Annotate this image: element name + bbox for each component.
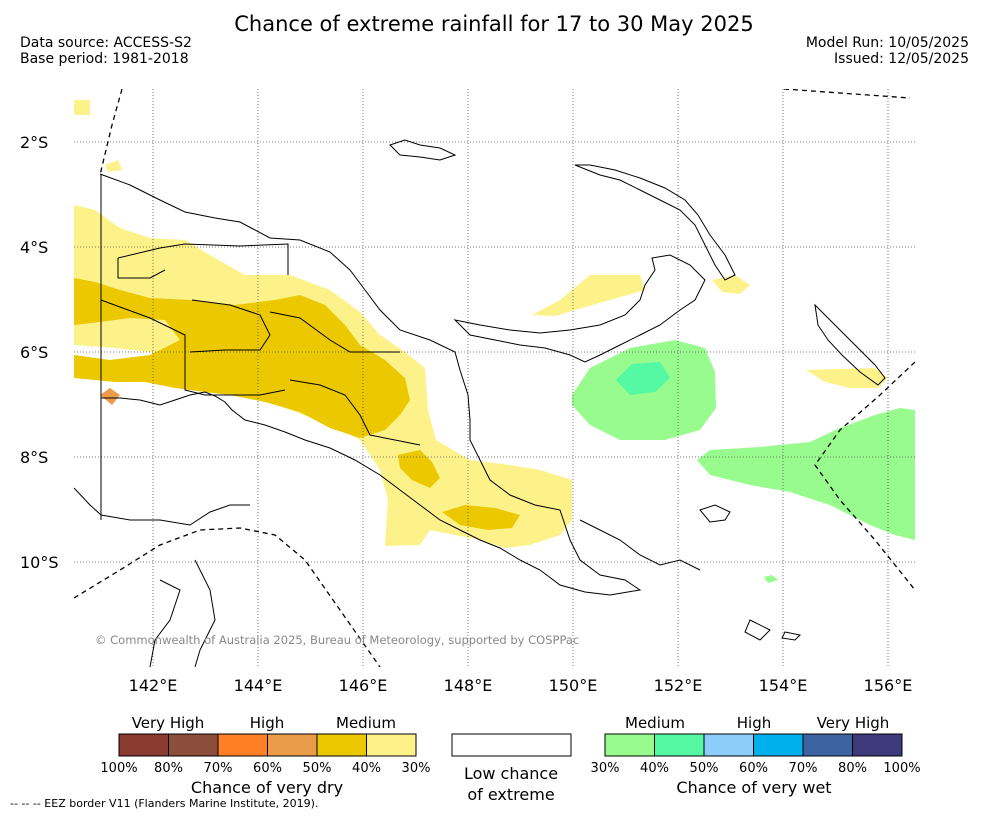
dry-medium-light-nb xyxy=(712,275,750,294)
legend-dry-tick-label: 100% xyxy=(100,761,137,776)
legend-wet-swatch xyxy=(654,733,705,757)
legend-low-swatch xyxy=(451,733,572,757)
legend-wet-swatch xyxy=(703,733,754,757)
coastlines xyxy=(74,139,886,667)
legend-dry-tick-label: 50% xyxy=(303,761,332,776)
legend-dry-tick-label: 80% xyxy=(154,761,183,776)
dry-high-region xyxy=(100,388,120,405)
model-run: Model Run: 10/05/2025 xyxy=(805,35,969,51)
dry-medium-light-bougainville xyxy=(806,368,888,388)
copyright-notice: © Commonwealth of Australia 2025, Bureau… xyxy=(95,633,580,647)
lon-label: 144°E xyxy=(234,676,283,695)
lon-label: 148°E xyxy=(444,676,493,695)
eez-borders xyxy=(74,89,915,667)
lon-label: 142°E xyxy=(129,676,178,695)
legend-dry-swatch xyxy=(267,733,318,757)
legend-dry-tick-label: 60% xyxy=(253,761,282,776)
lat-label: 2°S xyxy=(20,133,48,152)
legend-dry-header: Very High xyxy=(132,714,205,732)
legend-dry: Very High High Medium 100% 80% 70% 60% 50% 40… xyxy=(100,714,430,797)
legend-dry-swatch xyxy=(217,733,268,757)
legend-dry-swatch xyxy=(366,733,417,757)
lon-label: 146°E xyxy=(339,676,388,695)
legend-low-caption-2: of extreme xyxy=(467,785,554,804)
legend-dry-header: High xyxy=(250,714,284,732)
legend-wet-tick-label: 80% xyxy=(838,761,867,776)
latitude-axis: 2°S 4°S 6°S 8°S 10°S xyxy=(20,133,59,572)
wet-medium-dot xyxy=(764,575,778,583)
dry-medium-dark-south xyxy=(398,450,440,488)
legend-dry-tick-label: 40% xyxy=(352,761,381,776)
legend-wet-tick-label: 30% xyxy=(591,761,620,776)
legend-dry-header: Medium xyxy=(336,714,396,732)
eez-footnote: -- -- -- EEZ border V11 (Flanders Marine… xyxy=(10,797,319,810)
legend-wet-caption: Chance of very wet xyxy=(676,778,831,797)
legend-wet-swatch xyxy=(852,733,903,757)
map-title: Chance of extreme rainfall for 17 to 30 … xyxy=(234,12,754,36)
gridlines xyxy=(74,89,915,667)
longitude-axis: 142°E 144°E 146°E 148°E 150°E 152°E 154°… xyxy=(129,676,913,695)
dry-medium-light-bismarck xyxy=(532,275,645,316)
legend-low-caption-1: Low chance xyxy=(464,764,558,783)
lat-label: 10°S xyxy=(20,553,59,572)
dry-medium-dark-region xyxy=(74,278,410,438)
lat-label: 6°S xyxy=(20,343,48,362)
issued-date: Issued: 12/05/2025 xyxy=(834,51,969,67)
legend-dry-swatch xyxy=(316,733,367,757)
legend-wet-header: Very High xyxy=(817,714,890,732)
legend-low: Low chance of extreme xyxy=(451,733,572,804)
legend-dry-caption: Chance of very dry xyxy=(191,778,343,797)
legend-wet: Medium High Very High 30% 40% 50% 60% 70% 80%… xyxy=(591,714,921,797)
legend-wet-tick-label: 70% xyxy=(789,761,818,776)
legend-wet-swatch xyxy=(604,733,655,757)
dry-medium-light-small xyxy=(105,160,122,172)
lon-label: 152°E xyxy=(654,676,703,695)
legend-wet-header: Medium xyxy=(625,714,685,732)
legend-dry-tick-label: 70% xyxy=(204,761,233,776)
wet-medium-east-region xyxy=(697,408,915,540)
dry-medium-dark-south2 xyxy=(442,505,520,530)
lon-label: 156°E xyxy=(864,676,913,695)
legend-dry-swatch xyxy=(168,733,219,757)
legend-wet-tick-label: 100% xyxy=(883,761,920,776)
legend-wet-tick-label: 40% xyxy=(640,761,669,776)
base-period: Base period: 1981-2018 xyxy=(20,51,189,67)
wet-medium-dark-region xyxy=(616,362,670,395)
lon-label: 154°E xyxy=(759,676,808,695)
lat-label: 8°S xyxy=(20,448,48,467)
legend-dry-tick-label: 30% xyxy=(402,761,431,776)
header-left: Data source: ACCESS-S2 Base period: 1981… xyxy=(20,35,192,67)
legend-dry-swatch xyxy=(118,733,169,757)
dry-medium-light-topleft xyxy=(74,100,90,115)
lat-label: 4°S xyxy=(20,238,48,257)
header-right: Model Run: 10/05/2025 Issued: 12/05/2025 xyxy=(806,35,969,67)
lon-label: 150°E xyxy=(549,676,598,695)
legend-wet-header: High xyxy=(737,714,771,732)
map-panel xyxy=(74,89,915,667)
data-source: Data source: ACCESS-S2 xyxy=(20,35,192,51)
legend-wet-swatch xyxy=(802,733,853,757)
legend-wet-tick-label: 50% xyxy=(690,761,719,776)
legend-wet-tick-label: 60% xyxy=(739,761,768,776)
legend-wet-swatch xyxy=(753,733,804,757)
